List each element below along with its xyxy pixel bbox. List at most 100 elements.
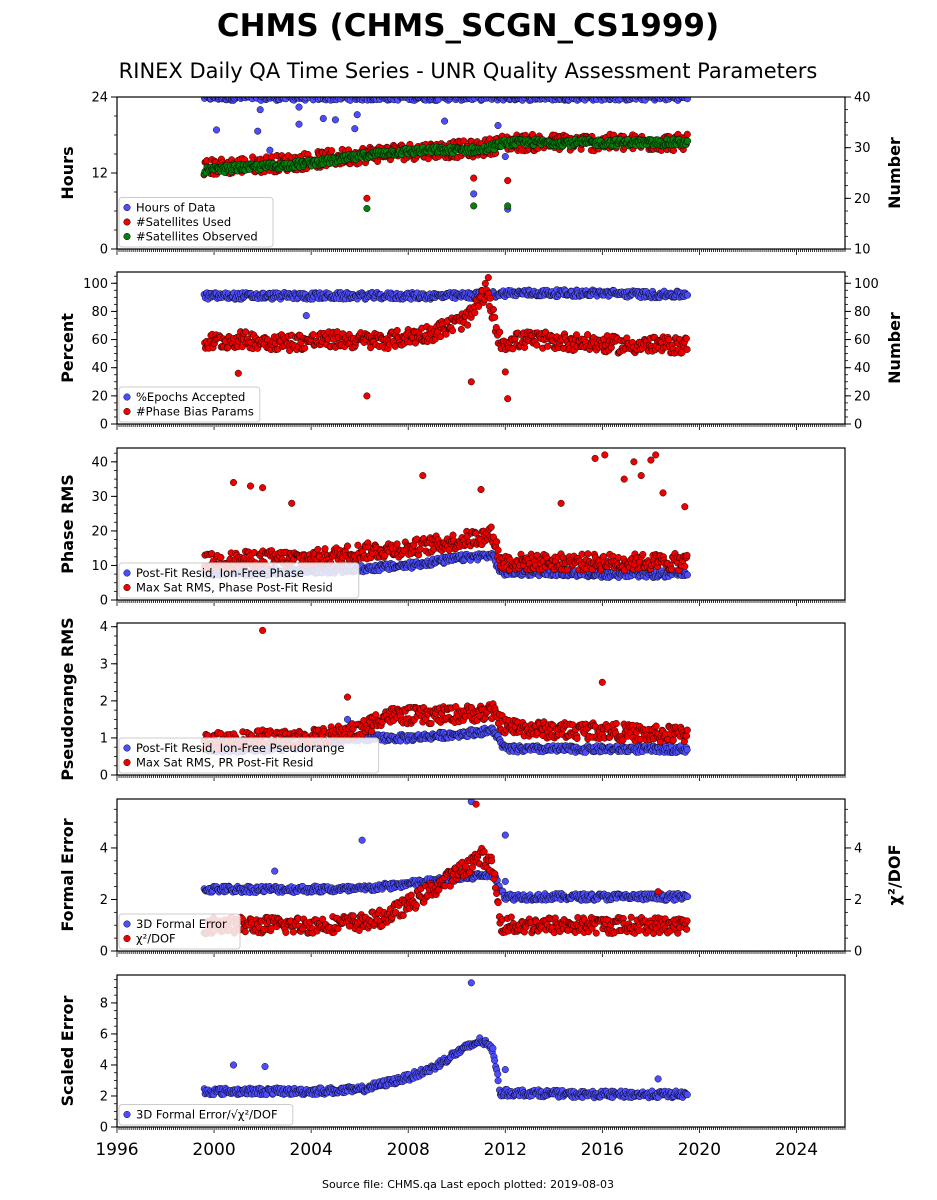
legend-marker xyxy=(123,232,131,241)
outlier-point xyxy=(254,127,262,135)
legend-marker xyxy=(123,407,131,416)
y-axis-label: Hours xyxy=(58,146,77,199)
point xyxy=(639,550,647,559)
y-axis-right: 10 20 30 40 Number xyxy=(845,91,904,258)
outlier-point xyxy=(319,114,327,123)
outlier-point xyxy=(601,451,609,459)
point xyxy=(683,551,691,559)
point xyxy=(596,97,600,98)
point xyxy=(285,97,289,98)
point xyxy=(204,97,207,98)
data-points xyxy=(200,451,691,581)
outlier-point xyxy=(363,392,371,400)
legend-marker xyxy=(123,203,131,212)
y2-tick-label: 0 xyxy=(854,418,862,433)
y-axis-label: Percent xyxy=(58,313,77,383)
outlier-point xyxy=(637,472,645,480)
point xyxy=(599,552,608,560)
outlier-point xyxy=(504,177,512,185)
outlier-point xyxy=(647,456,655,464)
y-tick-label: 0 xyxy=(100,418,108,433)
outlier-point xyxy=(494,121,502,130)
outlier-point xyxy=(504,395,512,403)
point xyxy=(681,562,689,570)
legend-label: #Phase Bias Params xyxy=(136,405,254,419)
outlier-point xyxy=(652,451,660,459)
point xyxy=(438,97,442,98)
outlier-point xyxy=(302,312,310,320)
point xyxy=(464,321,472,329)
y-axis-left: 0 12 24 Hours xyxy=(58,91,117,258)
outlier-point xyxy=(470,190,478,198)
outlier-point xyxy=(259,484,267,492)
outlier-point xyxy=(441,117,449,125)
point xyxy=(442,330,450,338)
point xyxy=(393,326,401,335)
point xyxy=(578,550,586,558)
x-ticks xyxy=(116,424,846,430)
point xyxy=(683,571,691,579)
y-tick-label: 10 xyxy=(91,559,108,574)
outlier-point xyxy=(470,174,478,182)
point xyxy=(461,97,464,98)
point xyxy=(242,328,250,336)
y-tick-label: 80 xyxy=(91,305,108,320)
legend-box xyxy=(118,197,274,248)
legend: Hours of Data#Satellites Used#Satellites… xyxy=(118,197,274,248)
point xyxy=(239,97,244,98)
point xyxy=(457,325,465,333)
y-tick-label: 20 xyxy=(91,524,108,539)
y2-axis-label: Number xyxy=(885,137,904,209)
y2-tick-label: 40 xyxy=(854,361,871,376)
point xyxy=(217,553,225,561)
outlier-point xyxy=(467,378,475,386)
y-axis-right: 0 20 40 60 80 100 Number xyxy=(845,275,904,433)
y-axis-left: 0 10 20 30 40 Phase RMS xyxy=(58,452,117,609)
outlier-point xyxy=(353,111,361,119)
y-tick-label: 100 xyxy=(83,277,108,292)
y2-tick-label: 40 xyxy=(854,91,871,106)
y2-tick-label: 30 xyxy=(854,141,871,156)
point xyxy=(682,334,690,343)
point xyxy=(258,97,261,98)
point xyxy=(494,546,502,554)
point xyxy=(486,294,494,302)
point xyxy=(665,97,670,98)
y2-tick-label: 80 xyxy=(854,305,871,320)
y2-tick-label: 10 xyxy=(854,243,871,258)
outlier-point xyxy=(470,202,478,210)
outlier-point xyxy=(477,485,485,494)
point xyxy=(683,291,692,299)
series-blue xyxy=(200,97,691,213)
point xyxy=(511,97,515,98)
legend-marker xyxy=(123,583,131,592)
outlier-point xyxy=(501,368,509,376)
outlier-point xyxy=(331,116,339,124)
point xyxy=(460,137,468,145)
outlier-point xyxy=(557,499,565,507)
point xyxy=(471,309,479,317)
point xyxy=(315,97,319,98)
outlier-point xyxy=(484,274,492,282)
chart-title: CHMS (CHMS_SCGN_CS1999) xyxy=(217,8,719,44)
point xyxy=(486,97,491,98)
y-tick-label: 40 xyxy=(91,455,108,470)
panel-3: 0 10 20 30 40 Phase RMS Post-Fit Resid, Ion-Fr… xyxy=(58,447,846,609)
point xyxy=(644,97,648,98)
outlier-point xyxy=(630,458,638,466)
point xyxy=(683,130,691,138)
y-tick-label: 30 xyxy=(91,490,108,505)
legend: %Epochs Accepted#Phase Bias Params xyxy=(118,386,261,423)
point xyxy=(321,545,329,553)
y2-axis-label: Number xyxy=(885,312,904,384)
point xyxy=(493,538,501,546)
point xyxy=(363,97,366,98)
outlier-point xyxy=(351,125,359,133)
point xyxy=(445,546,453,554)
outlier-point xyxy=(591,454,599,462)
point xyxy=(533,341,541,349)
outlier-point xyxy=(363,194,371,202)
outlier-point xyxy=(266,146,274,154)
